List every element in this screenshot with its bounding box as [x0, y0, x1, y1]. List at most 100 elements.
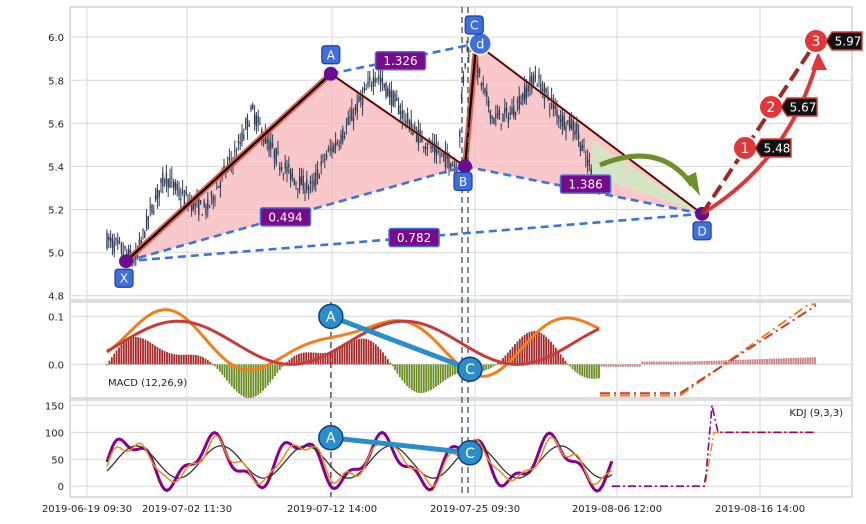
candle-body	[106, 232, 108, 249]
macd-histogram-bar	[559, 354, 562, 365]
price-tick-label: 6.0	[48, 33, 64, 44]
candle-body	[482, 83, 484, 86]
target-price-tag	[754, 138, 792, 158]
macd-histogram-bar	[648, 361, 651, 365]
pivot-label-C: C	[470, 19, 478, 33]
candle-body	[423, 146, 425, 148]
candle-body	[549, 107, 551, 109]
macd-histogram-bar	[432, 364, 435, 389]
target-price-tag	[780, 97, 818, 117]
candle-body	[244, 121, 247, 123]
macd-histogram-bar	[233, 364, 236, 390]
candle-body	[198, 198, 200, 215]
candle-body	[118, 240, 121, 242]
candle-body	[176, 184, 178, 190]
candle-body	[210, 191, 213, 195]
candle-body	[579, 142, 582, 152]
macd-histogram-bar	[125, 340, 128, 365]
candle-body	[228, 157, 231, 161]
candle-body	[522, 93, 524, 100]
price-tick-label: 5.2	[48, 206, 64, 217]
macd-histogram-bar	[751, 359, 754, 365]
macd-histogram-bar	[271, 364, 274, 380]
kdj-tick-label: 50	[51, 455, 64, 466]
candle-body	[174, 181, 177, 191]
macd-histogram-bar	[427, 364, 430, 392]
macd-histogram-bar	[593, 364, 596, 379]
candle-body	[185, 191, 187, 195]
candle-body	[379, 78, 382, 82]
target-number: 3	[812, 34, 821, 50]
macd-histogram-bar	[629, 364, 632, 367]
candle-body	[205, 206, 207, 215]
macd-histogram-bar	[557, 350, 560, 365]
candle-body	[486, 91, 488, 97]
ratio-label-value: 1.386	[568, 178, 602, 192]
macd-histogram-bar	[154, 345, 156, 365]
kdj-tick-label: 0	[58, 482, 64, 493]
candle-body	[372, 77, 375, 87]
ratio-label-value: 0.782	[397, 231, 431, 245]
candle-body	[279, 167, 281, 170]
candle-body	[399, 111, 402, 114]
pivot-label-X: X	[120, 272, 128, 286]
candle-body	[516, 101, 519, 103]
macd-histogram-bar	[170, 353, 173, 365]
pivot-label-box	[453, 171, 473, 192]
candle-body	[396, 98, 398, 101]
macd-histogram-bar	[384, 355, 387, 365]
candle-body	[338, 145, 340, 147]
macd-histogram-bar	[775, 358, 778, 365]
candle-body	[277, 151, 279, 153]
macd-histogram-bar	[226, 364, 228, 381]
macd-histogram-bar	[490, 364, 492, 368]
macd-histogram-bar	[324, 352, 327, 365]
macd-histogram-bar	[658, 361, 660, 365]
macd-histogram-bar	[240, 364, 243, 396]
macd-histogram-bar	[362, 338, 365, 365]
candle-body	[115, 238, 117, 241]
candle-body	[478, 69, 481, 74]
candle-body	[444, 150, 447, 167]
candle-body	[585, 157, 587, 159]
macd-histogram-bar	[298, 353, 300, 365]
candle-body	[248, 124, 250, 127]
x-tick-label: 2019-08-16 14:00	[715, 504, 805, 515]
candle-body	[313, 180, 315, 188]
macd-histogram-bar	[701, 361, 704, 365]
candle-body	[302, 175, 304, 190]
macd-histogram-bar	[554, 347, 557, 365]
candle-body	[239, 142, 241, 145]
candle-body	[556, 109, 558, 117]
candle-body	[397, 105, 400, 114]
candle-body	[495, 113, 497, 118]
candle-body	[219, 182, 222, 188]
macd-histogram-bar	[790, 358, 792, 365]
candle-body	[162, 172, 164, 187]
candle-body	[108, 236, 110, 241]
candle-body	[421, 135, 423, 143]
candle-body	[523, 85, 526, 102]
macd-histogram-bar	[770, 358, 773, 365]
x-tick-label: 2019-07-12 14:00	[287, 504, 377, 515]
candle-body	[324, 158, 326, 161]
candle-body	[496, 113, 499, 115]
macd-histogram-bar	[634, 364, 636, 367]
ratio-label-value: 0.494	[268, 210, 302, 224]
candle-body	[246, 116, 249, 130]
candle-body	[531, 74, 533, 89]
macd-histogram-bar	[115, 350, 118, 365]
candle-body	[518, 95, 520, 110]
macd-histogram-bar	[626, 364, 629, 367]
macd-histogram-bar	[293, 356, 296, 365]
macd-histogram-bar	[523, 334, 526, 365]
macd-histogram-bar	[377, 346, 380, 365]
macd-histogram-bar	[600, 364, 603, 367]
macd-histogram-bar	[185, 354, 188, 365]
candle-body	[525, 88, 528, 99]
macd-histogram-bar	[773, 358, 776, 365]
candle-body	[500, 123, 502, 125]
candle-body	[109, 237, 112, 242]
candle-body	[356, 102, 358, 113]
